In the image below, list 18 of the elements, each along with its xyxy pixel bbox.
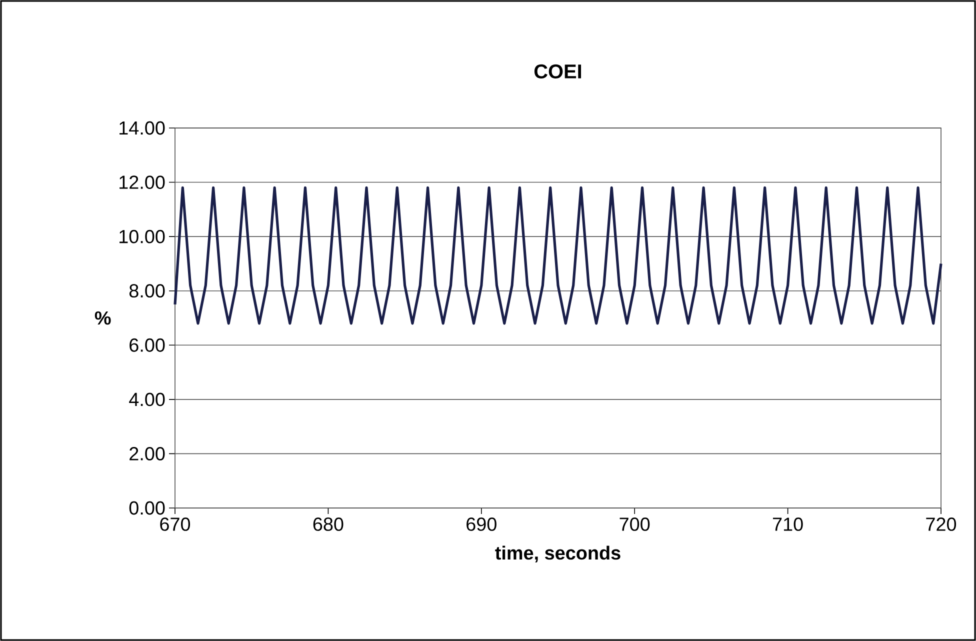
y-tick-label: 6.00 [130,338,165,352]
y-tick-label: 12.00 [120,176,165,189]
x-axis-title: time, seconds [495,546,620,562]
x-tick-label: 690 [466,518,496,531]
chart-title: COEI [534,64,582,78]
y-tick-label: 14.00 [120,121,165,135]
y-tick-label: 8.00 [129,284,165,298]
y-tick-label: 2.00 [130,447,165,460]
y-tick-label: 4.00 [129,392,165,406]
y-axis-title: % [94,311,111,325]
line-series [174,186,942,325]
y-tick-label: 0.00 [129,501,165,515]
x-tick-label: 710 [772,518,803,531]
y-tick-label: 10.00 [120,230,165,244]
x-tick-label: 670 [160,518,190,531]
x-tick-label: 700 [620,518,650,531]
x-tick-label: 680 [313,518,344,531]
x-tick-label: 720 [926,518,956,531]
